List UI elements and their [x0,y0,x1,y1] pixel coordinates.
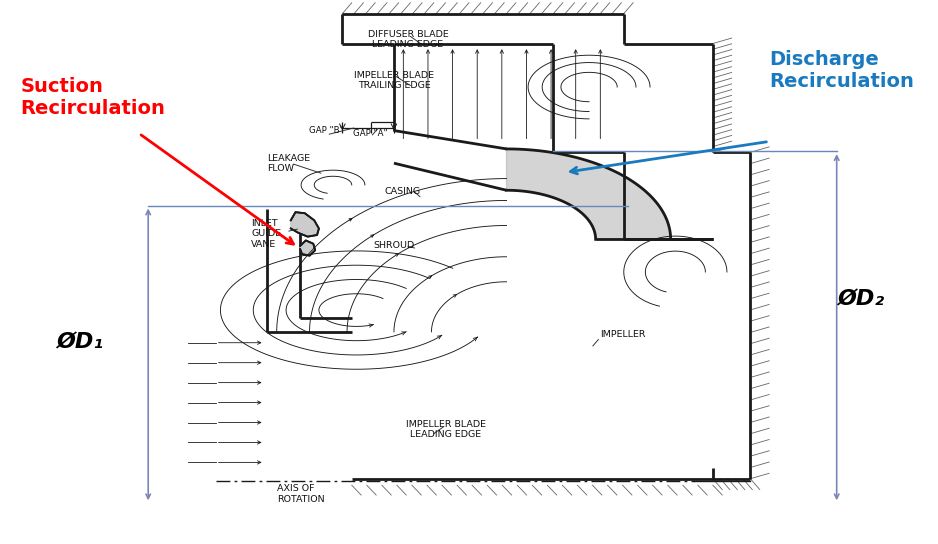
Text: AXIS OF
ROTATION: AXIS OF ROTATION [277,484,325,504]
Text: ØD₂: ØD₂ [838,289,885,309]
Polygon shape [291,212,319,237]
Text: IMPELLER: IMPELLER [600,330,646,339]
Polygon shape [300,240,315,256]
Text: GAP "A": GAP "A" [354,129,387,138]
Text: LEAKAGE
FLOW: LEAKAGE FLOW [267,153,310,173]
Polygon shape [507,149,671,239]
Text: SHROUD: SHROUD [373,242,415,250]
Text: INLET
GUIDE
VANE: INLET GUIDE VANE [251,219,281,249]
Text: GAP "B": GAP "B" [309,126,344,135]
Text: CASING: CASING [385,187,421,196]
Text: Suction
Recirculation: Suction Recirculation [21,77,165,119]
Text: Discharge
Recirculation: Discharge Recirculation [769,50,914,91]
Text: IMPELLER BLADE
TRAILING EDGE: IMPELLER BLADE TRAILING EDGE [354,71,434,90]
Text: DIFFUSER BLADE
LEADING EDGE: DIFFUSER BLADE LEADING EDGE [368,30,448,50]
Text: IMPELLER BLADE
LEADING EDGE: IMPELLER BLADE LEADING EDGE [405,420,486,440]
Text: ØD₁: ØD₁ [56,333,103,353]
